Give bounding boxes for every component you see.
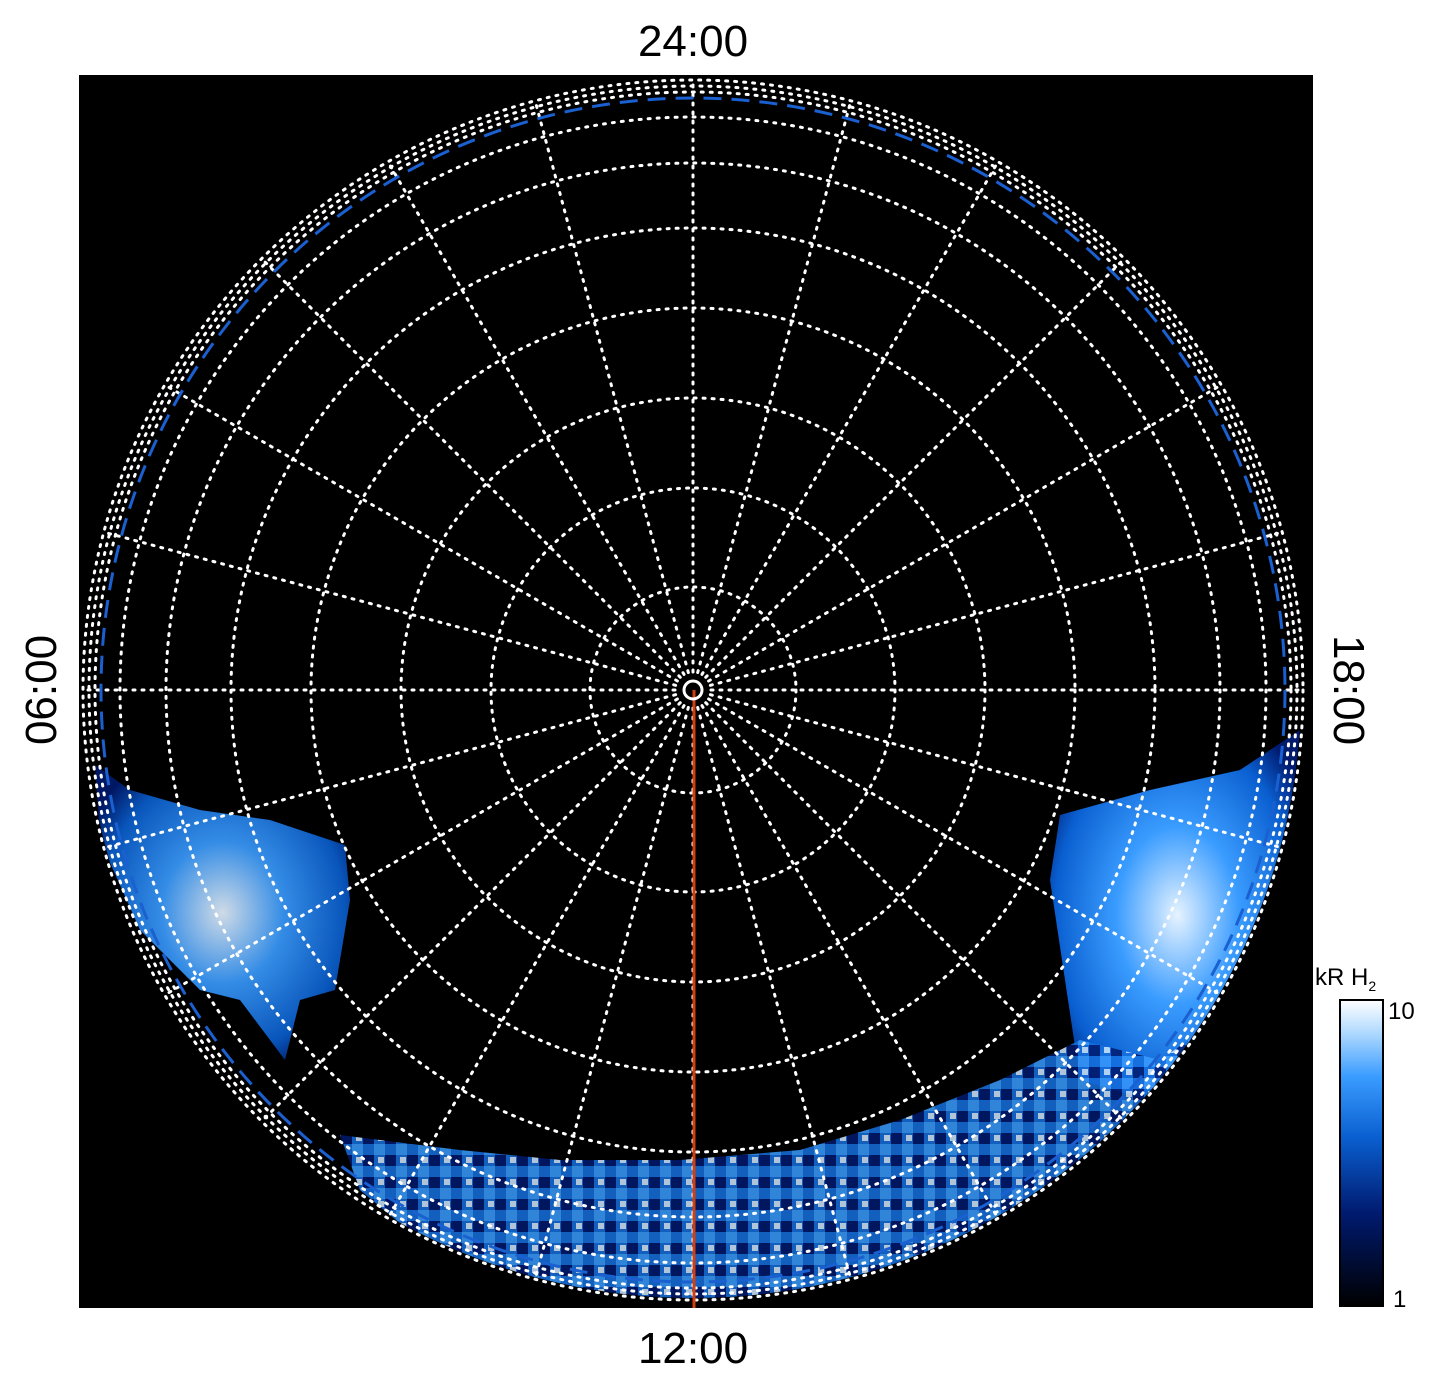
colorbar-title: kR H2: [1315, 964, 1376, 994]
lt-label-top: 24:00: [638, 17, 748, 66]
meridian: [708, 531, 1280, 687]
meridian: [704, 701, 1124, 1121]
meridian: [696, 705, 852, 1277]
aurora-dawn: [95, 765, 350, 1060]
lt-label-left: 06:00: [17, 635, 66, 745]
colorbar-title-subscript: 2: [1368, 978, 1376, 994]
latitude-ring: [81, 78, 1305, 1302]
meridian: [534, 103, 690, 675]
colorbar-title-main: kR H: [1315, 964, 1368, 991]
meridian: [106, 531, 678, 687]
colorbar-bottom-label: 1: [1393, 1286, 1406, 1313]
meridian: [262, 701, 682, 1121]
meridian: [106, 693, 678, 849]
meridian: [262, 259, 682, 679]
meridian: [166, 385, 679, 683]
latitude-ring: [309, 306, 1077, 1074]
meridian: [708, 693, 1280, 849]
pole-marker: [682, 679, 704, 701]
meridian: [707, 385, 1220, 683]
meridian: [388, 704, 686, 1217]
lt-label-right: 18:00: [1324, 635, 1373, 745]
meridian: [700, 704, 998, 1217]
meridian: [704, 259, 1124, 679]
meridian: [696, 103, 852, 675]
polar-grid: [81, 78, 1305, 1302]
colorbar: [1339, 999, 1384, 1307]
meridian: [166, 697, 679, 995]
lt-label-bottom: 12:00: [638, 1324, 748, 1373]
meridian: [388, 163, 686, 676]
meridian: [700, 163, 998, 676]
meridian: [534, 705, 690, 1277]
meridian: [707, 697, 1220, 995]
colorbar-top-label: 10: [1388, 998, 1415, 1025]
